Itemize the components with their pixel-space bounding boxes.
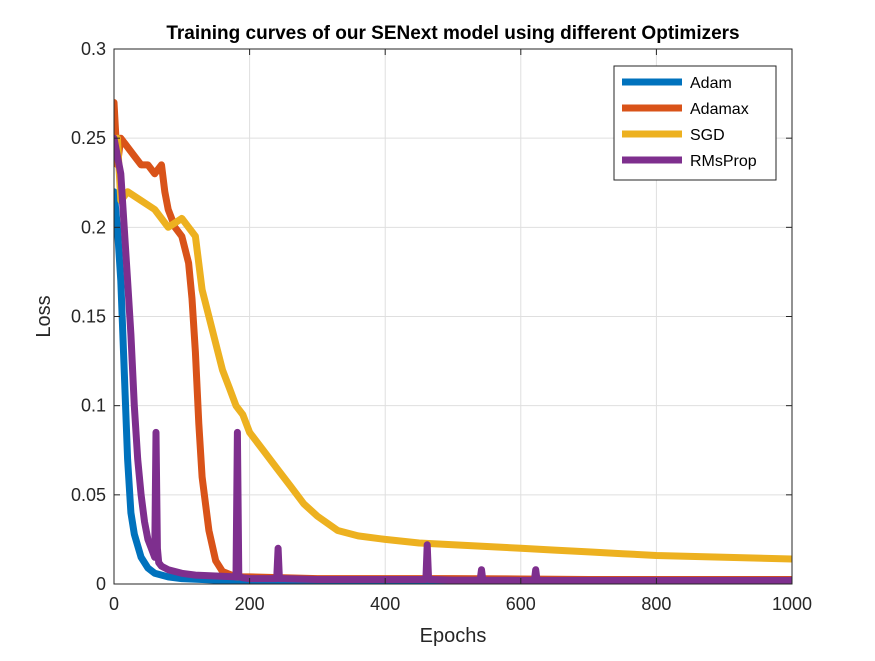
series-layer	[114, 99, 792, 584]
x-tick-label: 400	[370, 594, 400, 614]
y-tick-label: 0.1	[81, 396, 106, 416]
x-axis-label: Epochs	[420, 625, 487, 647]
y-tick-label: 0.3	[81, 39, 106, 59]
x-tick-label: 600	[506, 594, 536, 614]
x-tick-label: 200	[235, 594, 265, 614]
x-tick-label: 1000	[772, 594, 812, 614]
legend-label-adamax: Adamax	[690, 101, 749, 118]
y-tick-label: 0	[96, 574, 106, 594]
legend-label-rmsprop: RMsProp	[690, 153, 757, 170]
x-tick-label: 0	[109, 594, 119, 614]
chart-title: Training curves of our SENext model usin…	[166, 23, 739, 44]
legend-label-sgd: SGD	[690, 127, 725, 144]
legend-label-adam: Adam	[690, 75, 732, 92]
series-line-rmsprop	[114, 134, 792, 584]
y-tick-label: 0.25	[71, 128, 106, 148]
y-tick-label: 0.2	[81, 217, 106, 237]
y-axis-label: Loss	[33, 295, 55, 337]
axis-ticks: 0 200 400 600 800 1000 0 0.05 0.1 0.15 0.2 0.25 0.3	[71, 39, 812, 614]
x-tick-label: 800	[641, 594, 671, 614]
series-line-sgd	[114, 134, 792, 563]
y-tick-label: 0.15	[71, 307, 106, 327]
legend: Adam Adamax SGD RMsProp	[613, 65, 777, 181]
y-tick-label: 0.05	[71, 485, 106, 505]
